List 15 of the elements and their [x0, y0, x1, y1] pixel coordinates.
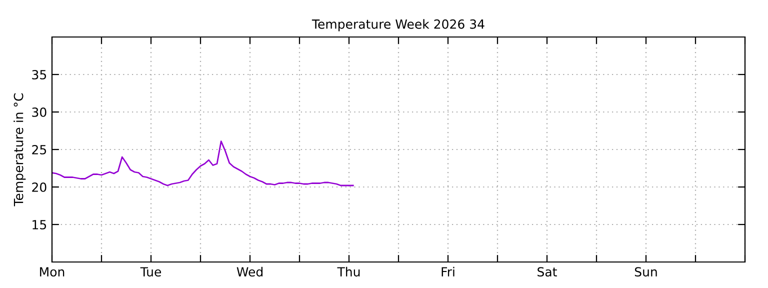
- y-tick-label: 25: [32, 144, 46, 154]
- x-tick-label: Fri: [442, 266, 454, 276]
- x-tick-label: Sat: [538, 267, 557, 277]
- y-tick-label: 35: [32, 70, 46, 80]
- y-tick-label: 20: [32, 182, 46, 192]
- x-tick-label: Tue: [140, 267, 162, 277]
- y-tick-label: 15: [32, 220, 46, 230]
- x-tick-label: Thu: [337, 266, 360, 277]
- chart-title: Temperature Week 2026 34: [312, 19, 484, 32]
- x-tick-label: Sun: [634, 267, 657, 277]
- y-axis-title: Temperature in °C: [14, 93, 26, 206]
- line-series: [52, 140, 354, 186]
- y-tick-label: 30: [32, 107, 46, 117]
- x-tick-label: Mon: [40, 267, 64, 277]
- x-tick-label: Wed: [236, 266, 262, 277]
